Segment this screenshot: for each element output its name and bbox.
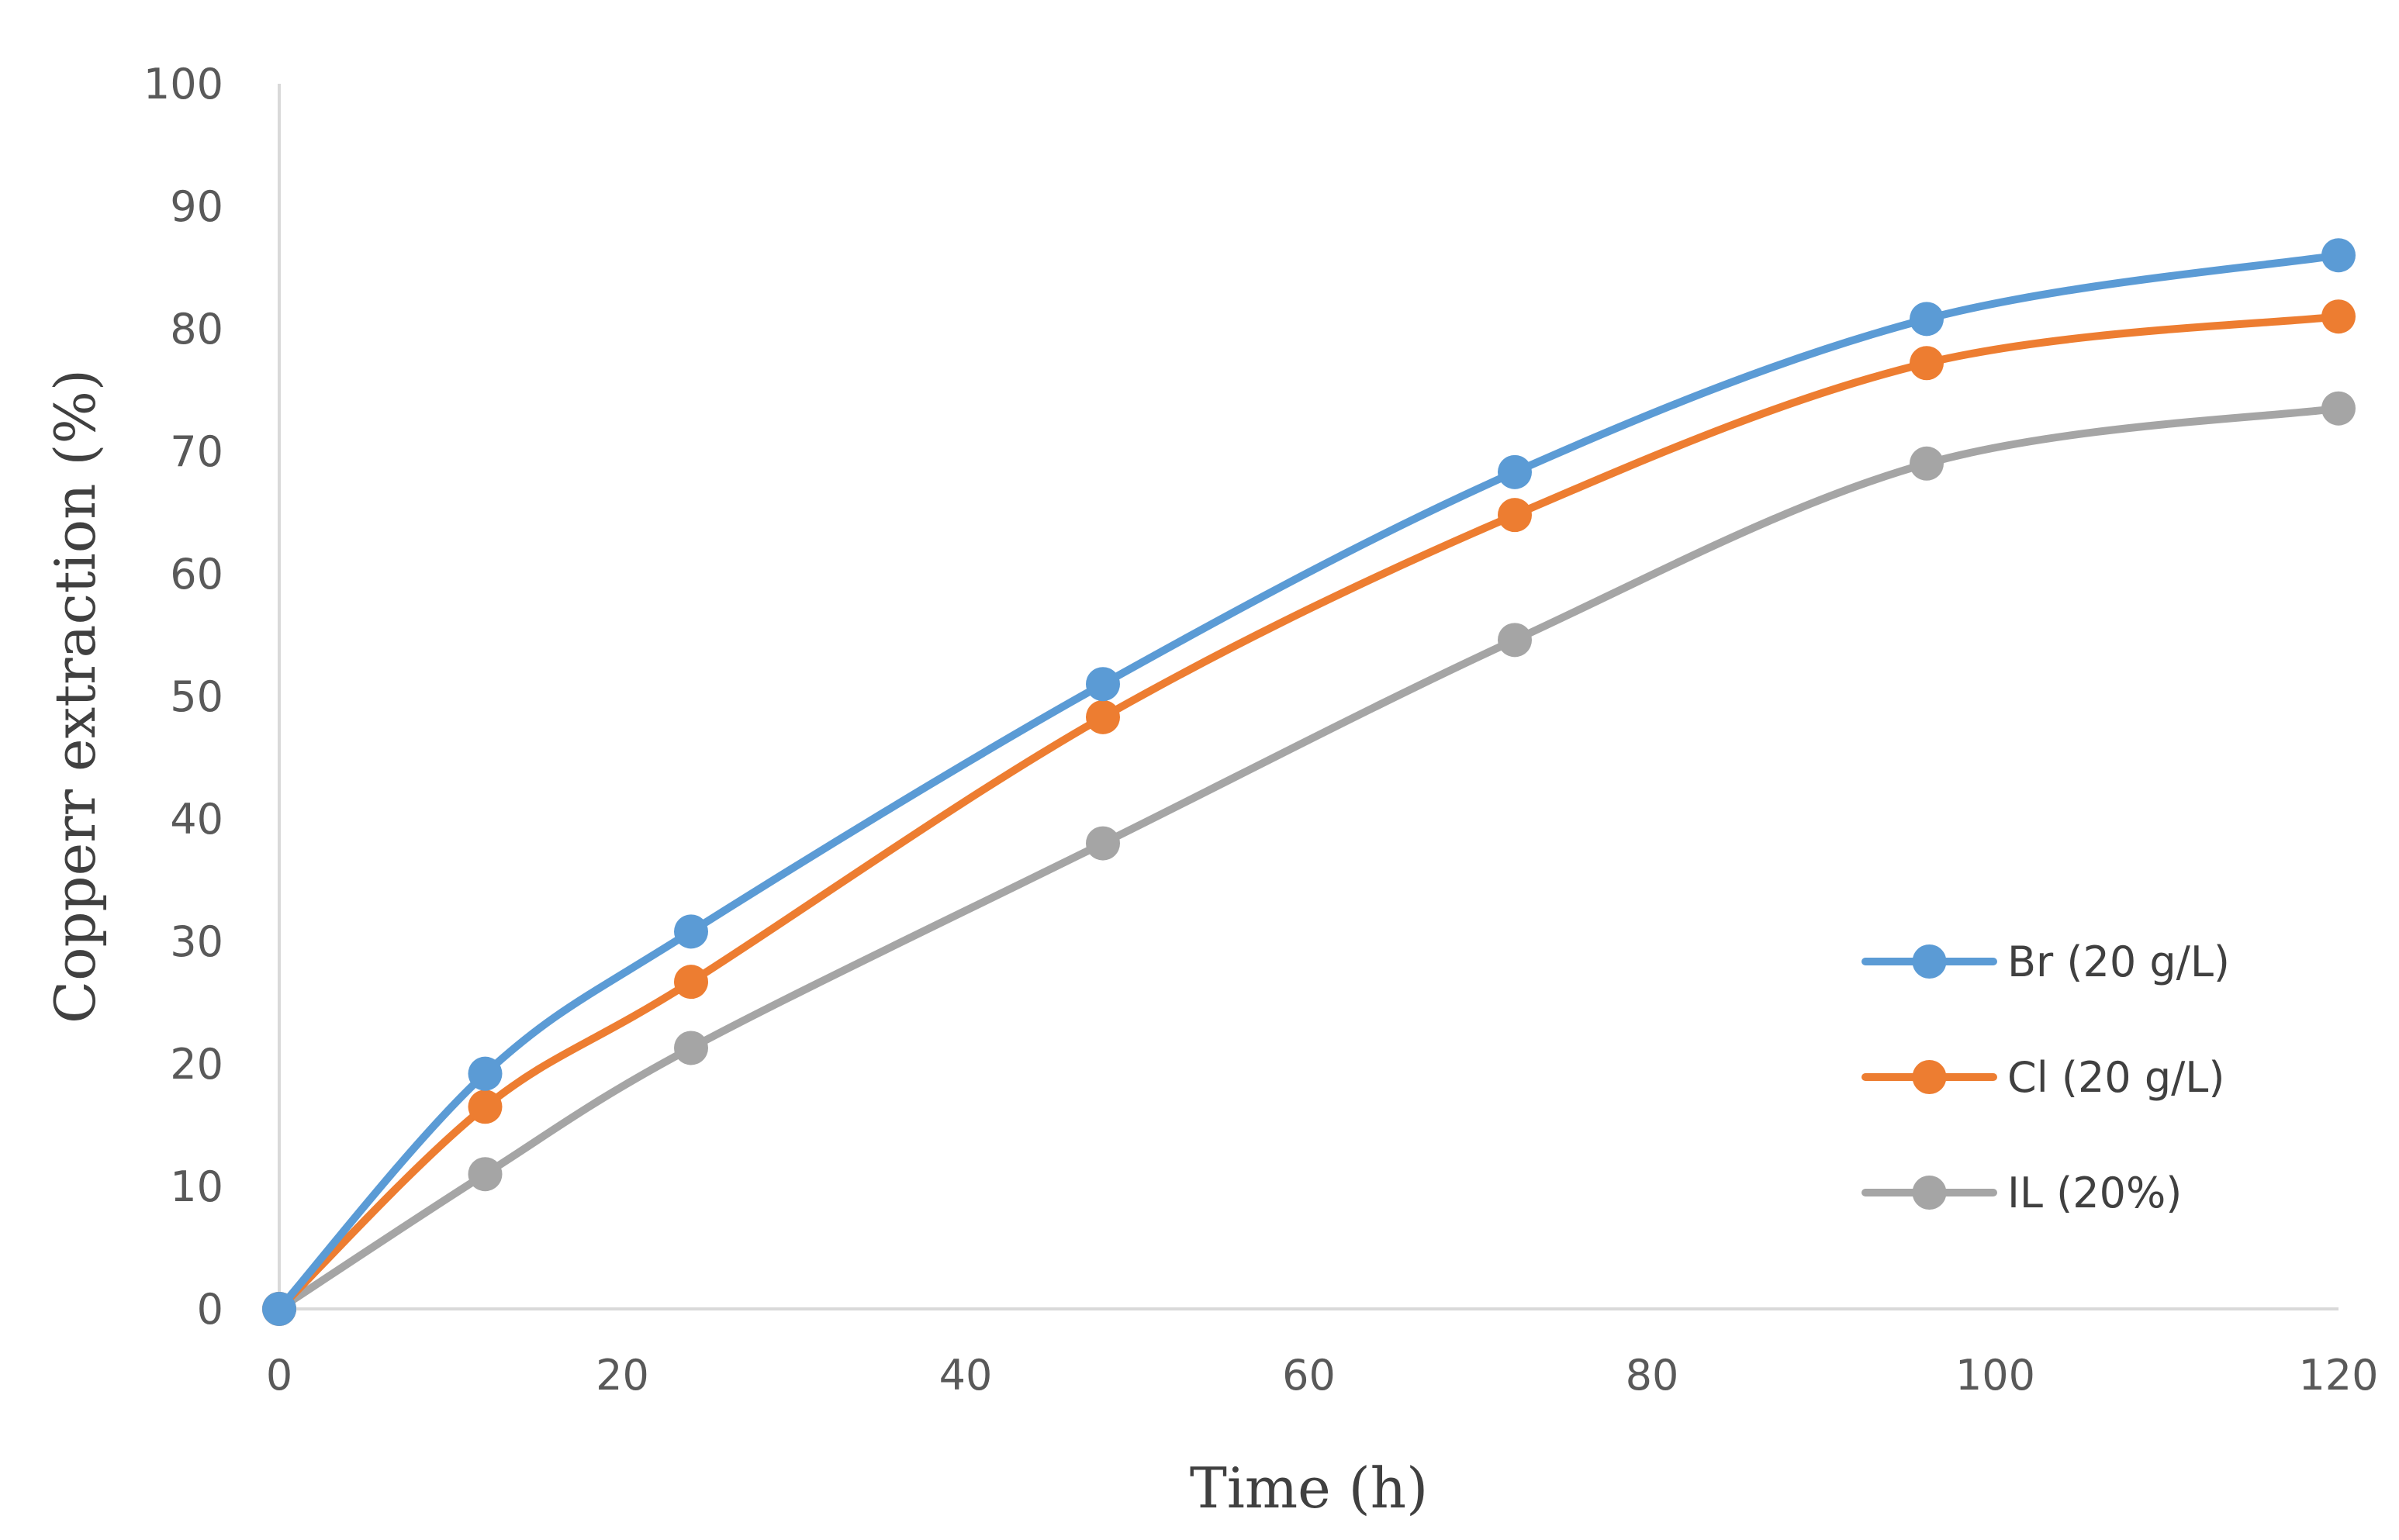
data-point-br <box>674 914 708 949</box>
legend-label: Cl (20 g/L) <box>2007 1053 2224 1102</box>
data-point-cl <box>674 965 708 1000</box>
data-point-cl <box>1498 498 1532 533</box>
legend-marker <box>1912 1176 1947 1210</box>
data-point-il <box>1910 446 1944 481</box>
series-line-br <box>275 251 2342 1313</box>
x-axis-title: Time (h) <box>1190 1455 1428 1521</box>
x-tick-label: 100 <box>1955 1351 2035 1400</box>
data-point-cl <box>1910 346 1944 381</box>
y-tick-label: 40 <box>170 795 223 844</box>
legend-label: IL (20%) <box>2007 1169 2182 1217</box>
data-point-cl <box>468 1089 503 1124</box>
y-tick-label: 70 <box>170 427 223 476</box>
data-point-il <box>1498 623 1532 658</box>
legend-label: Br (20 g/L) <box>2007 937 2230 986</box>
y-tick-label: 50 <box>170 672 223 721</box>
legend: Br (20 g/L) Cl (20 g/L) IL (20%) <box>1861 937 2230 1217</box>
x-tick-label: 20 <box>596 1351 649 1400</box>
data-point-il <box>1086 826 1120 861</box>
axes <box>278 84 2339 1310</box>
series-il <box>262 391 2356 1326</box>
legend-marker <box>1912 1060 1947 1094</box>
y-tick-label: 20 <box>170 1040 223 1089</box>
data-point-br <box>2321 238 2356 273</box>
y-tick-label: 0 <box>197 1285 223 1334</box>
series-layer <box>262 238 2356 1326</box>
legend-item-cl: Cl (20 g/L) <box>1861 1053 2224 1102</box>
legend-marker <box>1912 944 1947 979</box>
y-tick-label: 100 <box>143 60 223 109</box>
data-point-br <box>1910 302 1944 337</box>
data-point-cl <box>2321 299 2356 334</box>
series-line-cl <box>275 312 2342 1313</box>
data-point-br <box>468 1056 503 1091</box>
x-tick-label: 120 <box>2298 1351 2378 1400</box>
data-point-br <box>1498 454 1532 489</box>
series-br <box>262 238 2356 1326</box>
y-tick-labels: 0 10 20 30 40 50 60 70 80 90 100 <box>143 60 223 1334</box>
y-tick-label: 10 <box>170 1162 223 1211</box>
x-tick-label: 0 <box>266 1351 292 1400</box>
x-tick-labels: 0 20 40 60 80 100 120 <box>266 1351 2379 1400</box>
data-point-il <box>468 1157 503 1192</box>
data-point-il <box>674 1031 708 1065</box>
y-tick-label: 80 <box>170 305 223 354</box>
data-point-br <box>262 1292 296 1326</box>
y-tick-label: 60 <box>170 550 223 599</box>
legend-item-br: Br (20 g/L) <box>1861 937 2230 986</box>
x-tick-label: 60 <box>1282 1351 1336 1400</box>
data-point-br <box>1086 667 1120 702</box>
data-point-cl <box>1086 699 1120 734</box>
legend-item-il: IL (20%) <box>1861 1169 2182 1217</box>
x-tick-label: 40 <box>939 1351 993 1400</box>
y-axis-title: Copperr extraction (%) <box>43 369 108 1024</box>
data-point-il <box>2321 391 2356 426</box>
y-tick-label: 90 <box>170 182 223 231</box>
x-tick-label: 80 <box>1626 1351 1679 1400</box>
y-tick-label: 30 <box>170 917 223 966</box>
